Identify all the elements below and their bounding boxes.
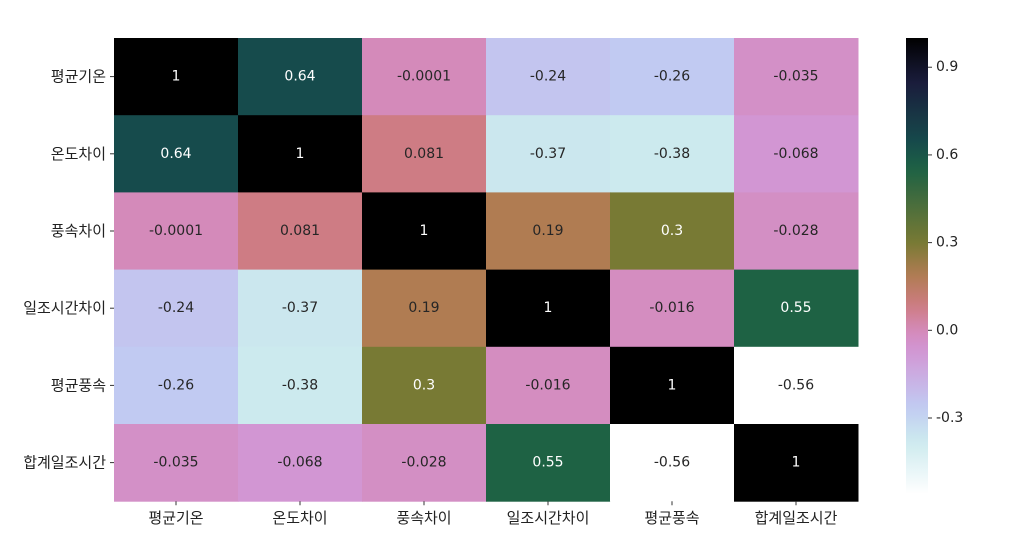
heatmap-cell-label: -0.068 xyxy=(773,146,818,162)
y-tick-label: 일조시간차이 xyxy=(23,299,106,317)
heatmap-cell xyxy=(610,38,735,116)
colorbar-tick-labels: 0.9 0.6 0.3 0.0 -0.3 xyxy=(928,59,963,426)
heatmap-cell-label: 1 xyxy=(296,146,305,162)
heatmap-cell xyxy=(486,346,611,425)
heatmap-cell xyxy=(362,115,487,193)
heatmap-cell-label: 0.081 xyxy=(280,223,320,239)
heatmap-cell-label: -0.068 xyxy=(277,455,322,471)
heatmap-cell xyxy=(238,346,363,425)
x-tick-label: 합계일조시간 xyxy=(755,509,838,527)
heatmap-cell-label: -0.26 xyxy=(158,377,194,393)
heatmap-cell-label: -0.26 xyxy=(654,69,690,85)
heatmap-cell-label: -0.016 xyxy=(525,377,570,393)
heatmap-cell xyxy=(610,346,735,425)
heatmap-cell xyxy=(610,269,735,348)
heatmap-cell xyxy=(362,38,487,116)
heatmap-cell xyxy=(734,346,859,425)
y-tick-label: 평균풍속 xyxy=(51,376,106,394)
heatmap-cell-label: 1 xyxy=(668,377,677,393)
heatmap-cell-label: 0.081 xyxy=(404,146,444,162)
heatmap-cell xyxy=(238,269,363,348)
x-tick-label: 풍속차이 xyxy=(396,509,451,527)
heatmap-cell-label: -0.37 xyxy=(282,300,318,316)
heatmap-cell xyxy=(610,115,735,193)
heatmap-cell-labels: 1 0.64 -0.0001 -0.24 -0.26 -0.035 0.64 1 0.081 -0… xyxy=(149,69,819,471)
heatmap-cell-label: -0.24 xyxy=(530,69,566,85)
heatmap-cell xyxy=(610,424,735,502)
heatmap-cell xyxy=(486,115,611,193)
heatmap-cell xyxy=(486,424,611,502)
heatmap-cell xyxy=(734,115,859,193)
heatmap-cell-label: -0.028 xyxy=(401,455,446,471)
colorbar-gradient xyxy=(906,38,928,494)
heatmap-cell xyxy=(238,115,363,193)
heatmap-cell xyxy=(114,115,239,193)
heatmap-cell-label: -0.56 xyxy=(778,377,814,393)
x-tick-label: 평균풍속 xyxy=(644,509,699,527)
heatmap-cell xyxy=(114,346,239,425)
heatmap-cell xyxy=(362,424,487,502)
heatmap-cell-label: -0.37 xyxy=(530,146,566,162)
heatmap-cell xyxy=(362,269,487,348)
heatmap-cell xyxy=(114,269,239,348)
heatmap-cell xyxy=(114,38,239,116)
y-tick-label: 온도차이 xyxy=(51,145,106,163)
heatmap-cell-label: 1 xyxy=(172,69,181,85)
heatmap-cell xyxy=(486,269,611,348)
heatmap-cell xyxy=(486,192,611,271)
heatmap-cell xyxy=(238,38,363,116)
colorbar-tick-label: 0.9 xyxy=(936,59,958,75)
heatmap-cell-label: -0.035 xyxy=(773,69,818,85)
heatmap-cell xyxy=(114,424,239,502)
heatmap-cell xyxy=(734,424,859,502)
heatmap-cell xyxy=(362,346,487,425)
heatmap-cell-label: 0.3 xyxy=(661,223,683,239)
x-tick-label: 평균기온 xyxy=(148,509,203,527)
heatmap-cell-label: 0.64 xyxy=(284,69,315,85)
x-axis-tick-labels: 평균기온 온도차이 풍속차이 일조시간차이 평균풍속 합계일조시간 xyxy=(148,501,838,527)
x-tick-label: 일조시간차이 xyxy=(507,509,590,527)
heatmap-cell-label: 0.55 xyxy=(532,455,563,471)
heatmap-cell xyxy=(734,269,859,348)
colorbar xyxy=(906,38,928,494)
colorbar-tick-label: 0.3 xyxy=(936,235,958,251)
colorbar-tick-label: 0.0 xyxy=(936,322,958,338)
heatmap-cell xyxy=(486,38,611,116)
heatmap-cell-label: -0.56 xyxy=(654,455,690,471)
heatmap-cell-label: -0.24 xyxy=(158,300,194,316)
heatmap-cell-label: 1 xyxy=(544,300,553,316)
heatmap-cell-label: 0.64 xyxy=(160,146,191,162)
x-tick-label: 온도차이 xyxy=(272,509,327,527)
heatmap-cell-label: -0.016 xyxy=(649,300,694,316)
heatmap-cell xyxy=(610,192,735,271)
heatmap-cell-label: 0.3 xyxy=(413,377,435,393)
heatmap-cell-label: -0.028 xyxy=(773,223,818,239)
y-tick-label: 평균기온 xyxy=(51,68,106,86)
heatmap-cell xyxy=(238,192,363,271)
colorbar-tick-label: 0.6 xyxy=(936,147,958,163)
heatmap-cell-label: 1 xyxy=(420,223,429,239)
y-tick-label: 합계일조시간 xyxy=(23,454,106,472)
heatmap-cell xyxy=(114,192,239,271)
heatmap-cells xyxy=(114,38,859,502)
heatmap-cell-label: -0.38 xyxy=(282,377,318,393)
heatmap-cell-label: -0.0001 xyxy=(149,223,203,239)
colorbar-tick-label: -0.3 xyxy=(936,410,963,426)
heatmap-cell-label: 0.19 xyxy=(408,300,439,316)
heatmap-cell xyxy=(238,424,363,502)
heatmap-cell-label: -0.38 xyxy=(654,146,690,162)
heatmap-cell-label: 0.19 xyxy=(532,223,563,239)
heatmap-cell xyxy=(734,38,859,116)
heatmap-cell-label: -0.035 xyxy=(153,455,198,471)
heatmap-cell-label: -0.0001 xyxy=(397,69,451,85)
heatmap-cell xyxy=(362,192,487,271)
heatmap-cell-label: 1 xyxy=(792,455,801,471)
y-tick-label: 풍속차이 xyxy=(51,222,106,240)
heatmap-cell-label: 0.55 xyxy=(780,300,811,316)
heatmap-cell xyxy=(734,192,859,271)
